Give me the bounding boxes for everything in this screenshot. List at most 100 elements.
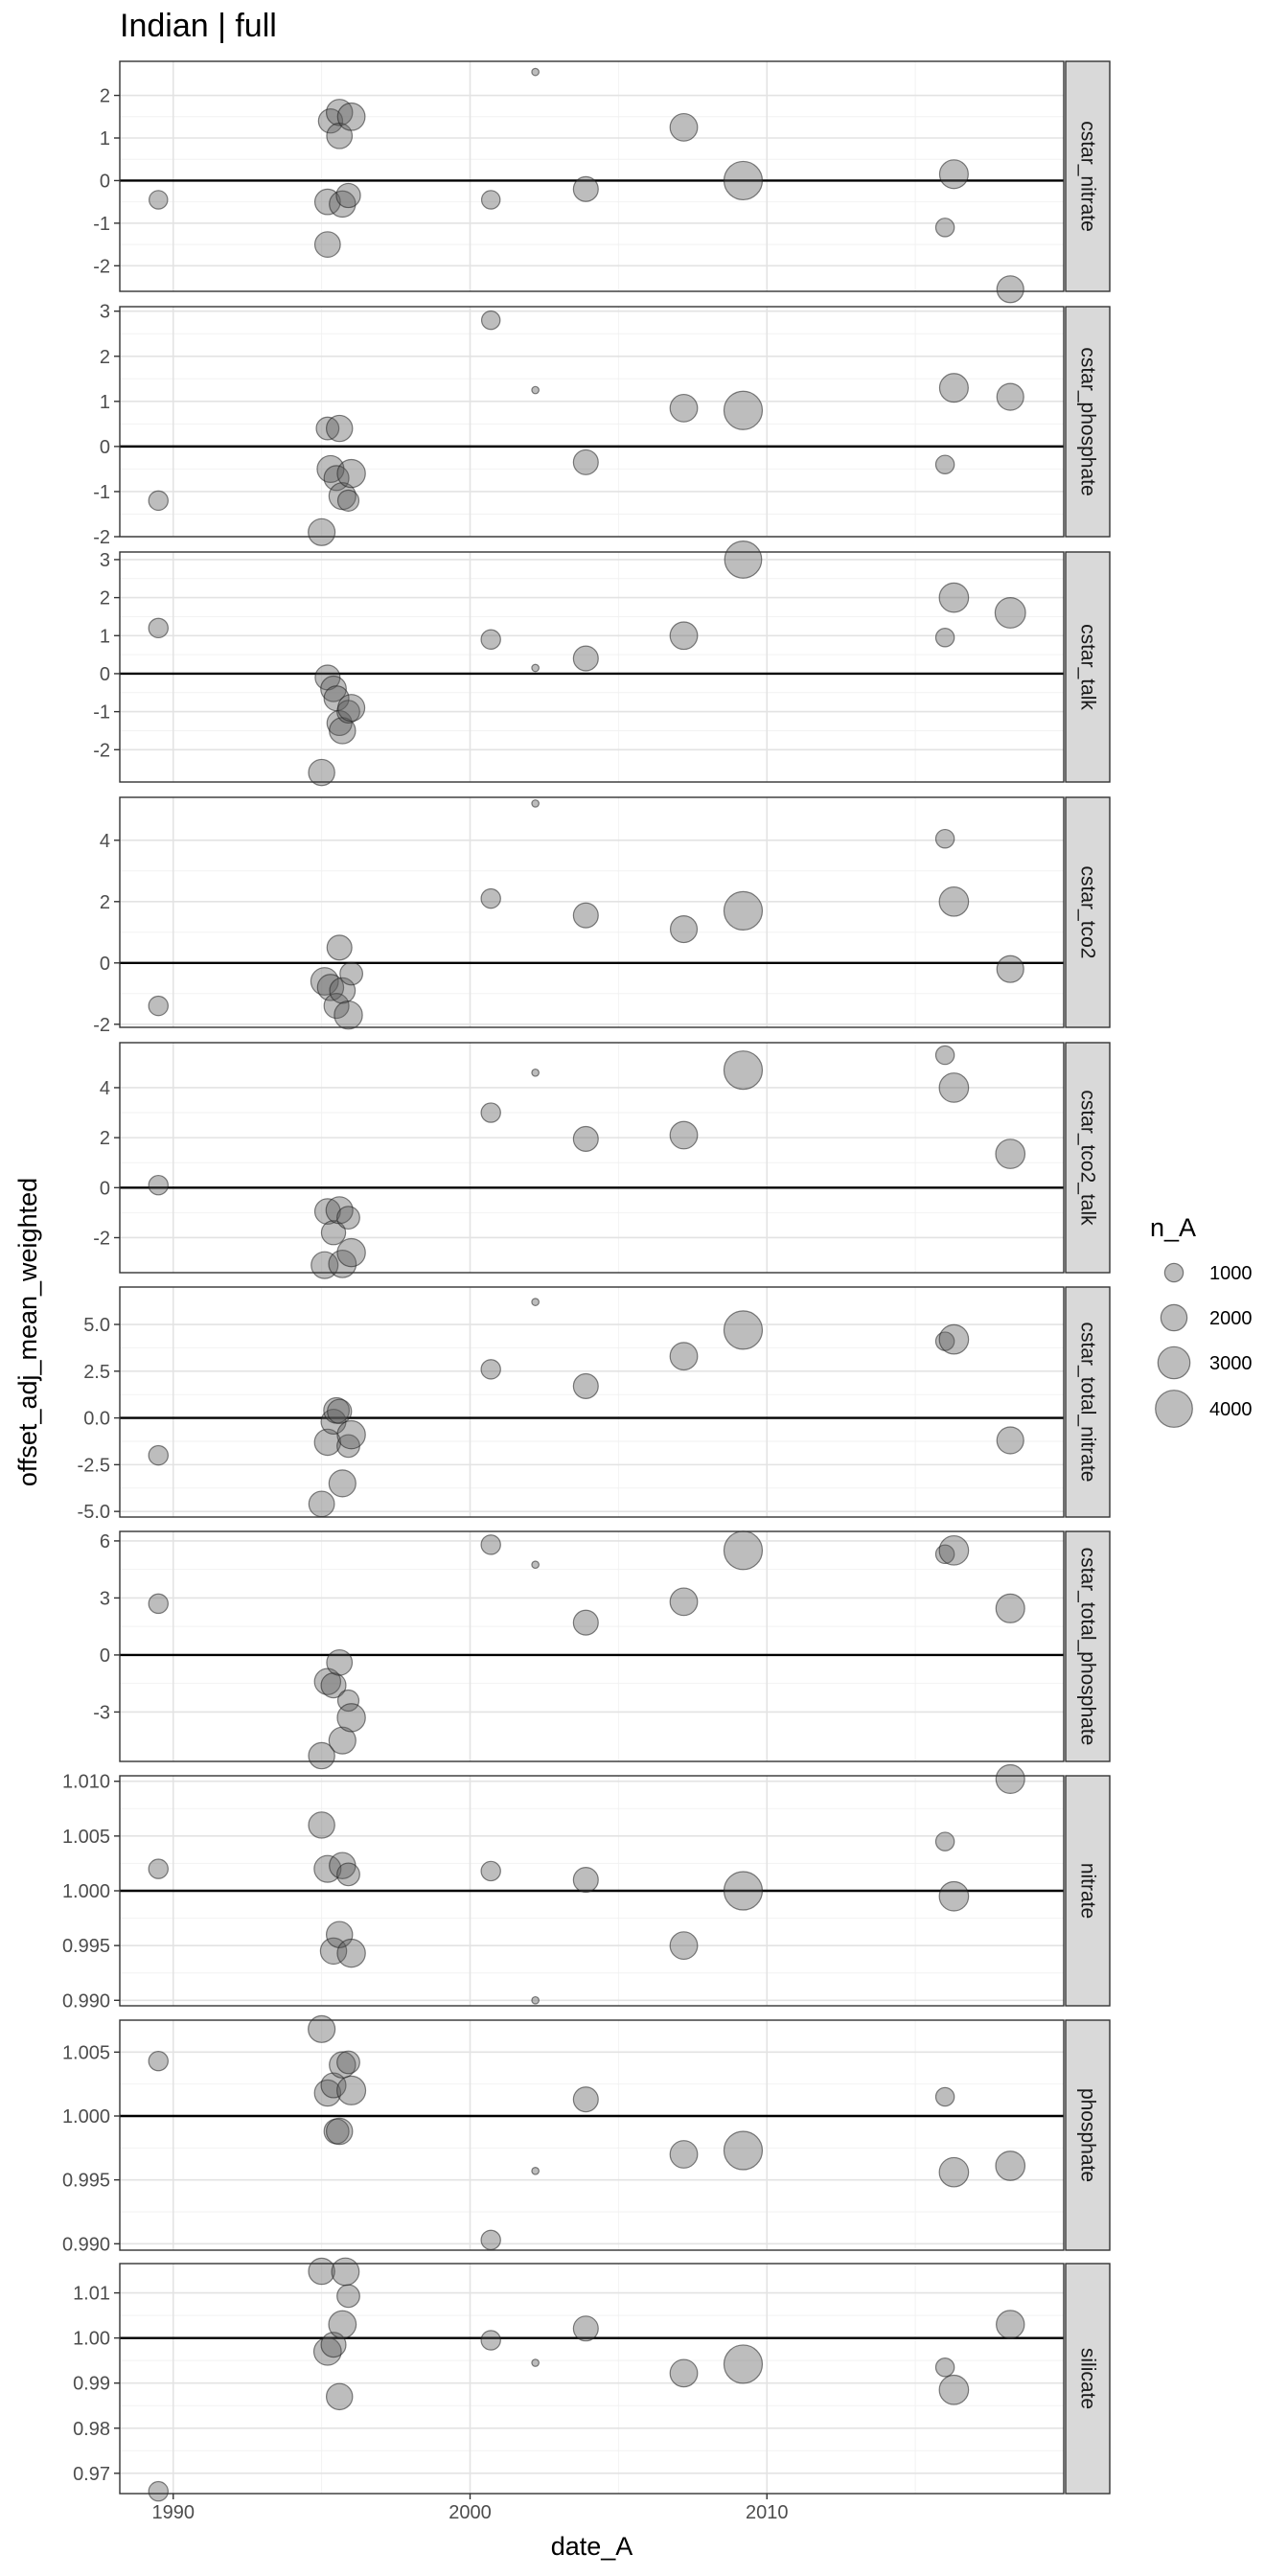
facet-strip-label: cstar_tco2 [1077,866,1099,959]
data-point [724,540,763,579]
facet-strip [1065,2019,1111,2251]
data-point [336,102,366,131]
data-point [723,1530,764,1571]
data-point [148,1858,169,1879]
panel-background [120,552,1064,782]
data-point [572,175,599,202]
data-point [669,1120,699,1150]
data-point [320,2072,347,2099]
x-axis-title: date_A [551,2532,633,2561]
y-tick-label: 4 [100,1078,110,1099]
data-point [308,2014,336,2043]
data-point [669,1587,699,1617]
data-point [148,490,169,512]
data-point [572,1609,599,1636]
data-point [669,1342,699,1371]
data-point [148,2050,169,2072]
data-point [723,890,764,932]
x-tick-label: 2000 [448,2502,492,2523]
data-point [327,1398,353,1424]
y-tick-label: -2 [93,527,110,548]
data-point [934,628,955,648]
data-point [996,275,1024,304]
data-point [308,758,335,787]
legend-key-circle [1157,1346,1191,1380]
data-point [938,2374,970,2405]
data-point [723,1050,764,1091]
data-point [336,2284,360,2309]
data-point [336,1938,366,1968]
y-tick-label: 0 [100,1645,110,1667]
y-tick-label: 1.010 [62,1772,110,1793]
data-point [326,1648,354,1676]
data-point [320,675,347,702]
data-point [995,2150,1026,2181]
data-point [938,1323,970,1355]
legend-key-background [1153,1252,1195,1294]
facet-strip [1065,60,1111,292]
data-point [531,67,540,77]
data-point [329,2051,356,2079]
data-point [531,2166,540,2175]
data-point [531,1995,540,2005]
y-tick-label: 0.97 [73,2464,110,2485]
y-tick-label: 0.995 [62,2171,110,2192]
data-point [934,1045,955,1066]
data-point [313,1198,341,1225]
data-point [531,663,540,673]
data-point [723,1310,764,1350]
y-tick-label: -2 [93,740,110,761]
data-point [531,1068,540,1077]
data-point [996,382,1024,411]
y-tick-label: 2 [100,347,110,368]
y-tick-label: 2 [100,1128,110,1149]
data-point [572,2086,599,2113]
data-point [669,393,699,423]
data-point [334,1000,363,1030]
panel-border [119,2263,1065,2495]
data-point [934,2086,955,2107]
data-point [308,2257,335,2286]
panel-background [120,307,1064,537]
data-point [315,416,340,441]
y-tick-label: -5.0 [78,1502,110,1523]
data-point [325,414,354,443]
y-tick-label: 0 [100,954,110,975]
y-tick-label: 1.01 [73,2284,110,2305]
data-point [531,385,540,395]
data-point [308,518,336,546]
y-tick-label: 1.005 [62,2042,110,2063]
y-tick-label: 0 [100,664,110,685]
data-point [480,1534,501,1555]
facet-strip [1065,1530,1111,1762]
facet-strip [1065,796,1111,1028]
y-tick-label: 6 [100,1531,110,1552]
panel-border [119,2019,1065,2251]
facet-strip-label: cstar_tco2_talk [1077,1090,1099,1226]
legend-key-circle [1155,1390,1193,1428]
data-point [995,1138,1026,1169]
data-point [328,1726,356,1755]
panel-border [119,1775,1065,2007]
panel-background [120,2264,1064,2494]
y-tick-label: 0.990 [62,1990,110,2012]
data-point [934,454,955,474]
y-tick-label: 1 [100,392,110,413]
data-point [995,1593,1025,1623]
y-tick-label: 1.000 [62,2106,110,2128]
data-point [336,2075,367,2105]
facet-strip [1065,1775,1111,2007]
data-point [669,112,699,142]
chart-title: Indian | full [120,8,277,44]
data-point [325,2382,354,2411]
y-axis-title: offset_adj_mean_weighted [13,1178,42,1486]
facet-strip [1065,1042,1111,1274]
data-point [148,1593,169,1615]
facet-strip-label: cstar_total_phosphate [1077,1548,1099,1746]
data-point [480,629,501,650]
panel-border [119,1530,1065,1762]
data-point [572,1372,599,1399]
data-point [669,915,699,944]
y-tick-label: -1 [93,702,110,724]
y-tick-label: 5.0 [83,1315,110,1336]
